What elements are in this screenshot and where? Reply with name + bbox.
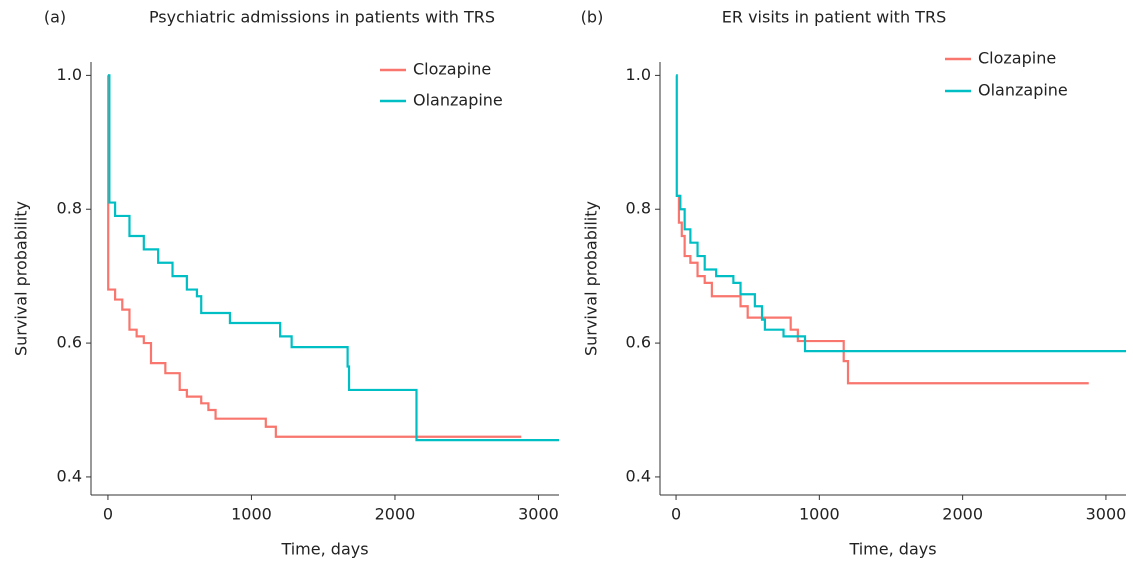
panel-label: (b) <box>581 8 604 27</box>
survival-curve <box>676 194 1089 385</box>
x-tick-label: 1000 <box>231 505 272 524</box>
legend-label: Olanzapine <box>978 81 1068 100</box>
survival-curve <box>675 74 1126 353</box>
y-tick-label: 0.8 <box>626 199 651 218</box>
y-tick-label: 1.0 <box>626 65 651 84</box>
legend-label: Clozapine <box>978 49 1056 68</box>
x-tick-label: 3000 <box>1086 505 1127 524</box>
chart-title: Psychiatric admissions in patients with … <box>149 8 495 27</box>
survival-curve <box>107 74 522 438</box>
y-tick-label: 0.6 <box>626 333 651 352</box>
x-axis-label: Time, days <box>848 540 936 559</box>
x-tick-label: 2000 <box>375 505 416 524</box>
x-tick-label: 1000 <box>799 505 840 524</box>
x-tick-label: 2000 <box>942 505 983 524</box>
y-tick-label: 0.6 <box>57 333 82 352</box>
y-tick-label: 0.4 <box>57 466 82 485</box>
y-axis-label: Survival probability <box>582 201 601 356</box>
x-tick-label: 0 <box>671 505 681 524</box>
legend-label: Olanzapine <box>413 91 503 110</box>
y-tick-label: 1.0 <box>57 65 82 84</box>
legend-label: Clozapine <box>413 60 491 79</box>
x-tick-label: 0 <box>103 505 113 524</box>
y-tick-label: 0.4 <box>626 466 651 485</box>
y-axis-label: Survival probability <box>12 201 31 356</box>
panel-label: (a) <box>44 8 66 27</box>
y-tick-label: 0.8 <box>57 199 82 218</box>
chart-title: ER visits in patient with TRS <box>722 8 946 27</box>
x-tick-label: 3000 <box>518 505 559 524</box>
survival-curve <box>107 74 559 442</box>
x-axis-label: Time, days <box>280 540 368 559</box>
